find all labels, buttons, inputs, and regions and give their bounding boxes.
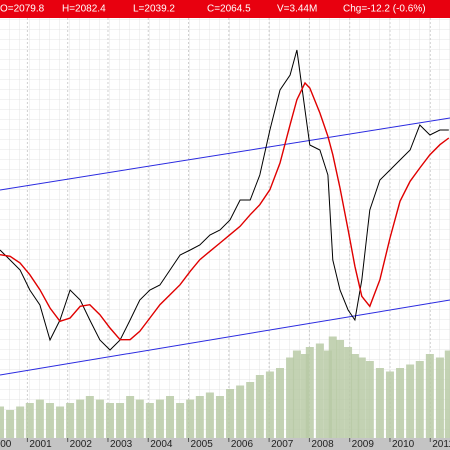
volume-bar	[166, 396, 175, 438]
volume-bar	[16, 406, 25, 438]
volume-bar	[6, 410, 15, 438]
plot-area	[0, 18, 450, 438]
volume-bar	[350, 354, 359, 438]
volume-bar	[205, 392, 214, 438]
x-tick-label: 2006	[231, 439, 254, 450]
volume-bar	[344, 347, 353, 438]
volume-bar	[25, 403, 34, 438]
volume-bar	[444, 350, 450, 438]
volume-bar	[265, 371, 274, 438]
x-tick-label: 2003	[110, 439, 133, 450]
volume-bar	[85, 396, 94, 438]
volume-bar	[126, 396, 135, 438]
volume-bar	[215, 396, 224, 438]
volume-bar	[435, 357, 444, 438]
volume-bar	[357, 357, 366, 438]
volume-bar	[365, 361, 374, 438]
volume-bar	[155, 399, 164, 438]
channel-line	[0, 299, 450, 376]
x-tick-label: 2008	[311, 439, 334, 450]
x-tick-label: 2004	[150, 439, 173, 450]
x-tick-label: 2002	[70, 439, 93, 450]
volume-bar	[95, 399, 104, 438]
volume-bar	[116, 403, 125, 438]
volume-bar	[315, 343, 324, 438]
volume-bar	[425, 354, 434, 438]
header-item: O=2079.8	[0, 4, 45, 15]
volume-bar	[0, 406, 4, 438]
header-item: H=2082.4	[62, 4, 106, 15]
channel-line	[0, 117, 450, 191]
volume-bar	[336, 340, 345, 438]
x-axis-strip	[0, 438, 450, 450]
header-item: C=2064.5	[207, 4, 251, 15]
volume-bar	[406, 364, 415, 438]
volume-bar	[226, 389, 235, 438]
volume-bar	[286, 357, 295, 438]
volume-bar	[56, 406, 65, 438]
volume-bar	[255, 375, 264, 438]
volume-bar	[66, 403, 75, 438]
x-tick-label: 2005	[191, 439, 214, 450]
volume-bar	[176, 403, 185, 438]
x-tick-label: 2000	[0, 439, 12, 450]
volume-bar	[396, 368, 405, 438]
header-item: L=2039.2	[133, 4, 175, 15]
volume-bar	[275, 368, 284, 438]
volume-bar	[375, 368, 384, 438]
volume-bar	[76, 399, 85, 438]
volume-bar	[35, 399, 44, 438]
volume-bar	[145, 403, 154, 438]
header-item: Chg=-12.2 (-0.6%)	[343, 4, 426, 15]
volume-bar	[300, 354, 309, 438]
volume-bar	[186, 399, 195, 438]
x-tick-label: 2009	[352, 439, 375, 450]
header-item: V=3.44M	[277, 4, 317, 15]
volume-bar	[105, 403, 114, 438]
x-tick-label: 2011	[432, 439, 450, 450]
volume-bar	[305, 347, 314, 438]
volume-bar	[135, 399, 144, 438]
x-tick-label: 2007	[271, 439, 294, 450]
volume-bar	[246, 382, 255, 438]
volume-bar	[292, 350, 301, 438]
price-line	[0, 49, 449, 351]
header-bar	[0, 0, 450, 18]
moving-average	[0, 81, 450, 341]
volume-bar	[236, 385, 245, 438]
volume-bar	[45, 403, 54, 438]
volume-bar	[328, 336, 337, 438]
x-tick-label: 2010	[392, 439, 415, 450]
volume-bar	[323, 350, 332, 438]
volume-bar	[385, 371, 394, 438]
x-tick-label: 2001	[29, 439, 52, 450]
volume-bar	[195, 396, 204, 438]
volume-bar	[415, 361, 424, 438]
